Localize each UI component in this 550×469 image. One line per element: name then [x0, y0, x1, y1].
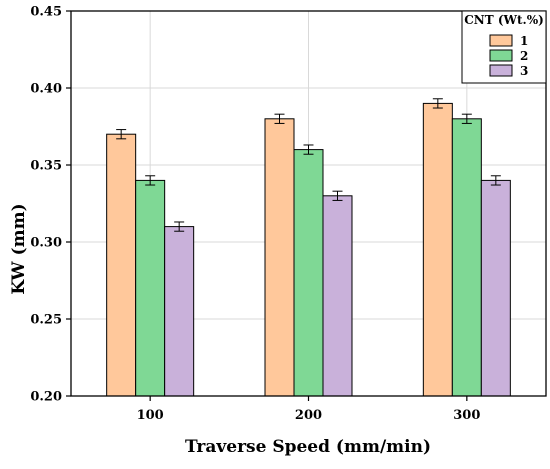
legend-swatch-1	[489, 34, 513, 47]
legend: CNT (Wt.%) 123	[461, 10, 547, 84]
legend-items: 123	[489, 34, 528, 78]
bar-series-3-cat-100	[164, 226, 195, 397]
x-tick-label: 200	[295, 408, 322, 423]
y-tick-label: 0.20	[30, 390, 62, 405]
y-axis-title: KW (mm)	[9, 203, 29, 294]
legend-title: CNT (Wt.%)	[464, 13, 544, 27]
bar-series-3-cat-300	[480, 179, 511, 397]
y-tick-label: 0.35	[30, 159, 62, 174]
legend-label-2: 2	[520, 49, 528, 63]
axis-layer: 0.20 0.25 0.30 0.35 0.40 0.45 100 200 300	[30, 5, 547, 423]
x-tick-label: 100	[137, 408, 164, 423]
legend-swatch-3	[489, 64, 513, 77]
bar-series-2-cat-200	[293, 149, 324, 397]
bar-series-2-cat-300	[451, 118, 482, 397]
x-axis-title: Traverse Speed (mm/min)	[185, 437, 431, 457]
bar-series-3-cat-200	[322, 195, 353, 397]
x-tick-label: 300	[453, 408, 480, 423]
y-tick-label: 0.25	[30, 313, 62, 328]
bar-series-1-cat-100	[106, 133, 137, 397]
bar-layer	[106, 98, 511, 397]
legend-swatch-2	[489, 49, 513, 62]
bar-series-2-cat-100	[135, 179, 166, 397]
y-tick-label: 0.40	[30, 82, 62, 97]
legend-label-1: 1	[520, 34, 528, 48]
y-tick-label: 0.45	[30, 5, 62, 20]
legend-label-3: 3	[520, 64, 528, 78]
bar-series-1-cat-300	[422, 102, 453, 397]
y-tick-label: 0.30	[30, 236, 62, 251]
bar-series-1-cat-200	[264, 118, 295, 397]
